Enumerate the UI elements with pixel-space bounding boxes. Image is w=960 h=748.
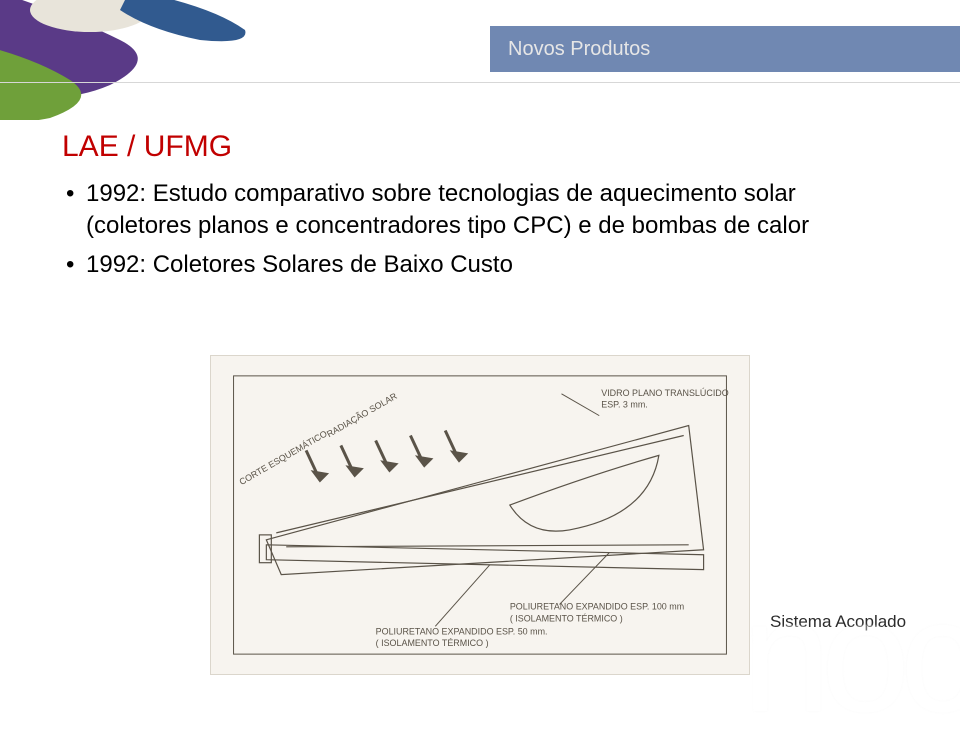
list-item: 1992: Coletores Solares de Baixo Custo — [66, 249, 892, 281]
label-vidro: VIDRO PLANO TRANSLÚCIDO — [601, 388, 729, 398]
label-poli-bot: POLIURETANO EXPANDIDO ESP. 50 mm. — [376, 626, 548, 636]
header-label: Novos Produtos — [508, 38, 650, 61]
label-poli-bot-sub: ( ISOLAMENTO TÉRMICO ) — [376, 638, 489, 648]
label-radiacao: RADIAÇÃO SOLAR — [325, 391, 399, 440]
list-item: 1992: Estudo comparativo sobre tecnologi… — [66, 178, 892, 243]
divider — [0, 82, 960, 83]
label-vidro-esp: ESP. 3 mm. — [601, 400, 648, 410]
diagram-caption: Sistema Acoplado — [770, 612, 906, 632]
logo — [0, 0, 260, 120]
bullet-list: 1992: Estudo comparativo sobre tecnologi… — [66, 178, 892, 281]
header-bar: Novos Produtos — [490, 26, 960, 72]
label-poli-top-sub: ( ISOLAMENTO TÉRMICO ) — [510, 613, 623, 623]
label-corte: CORTE ESQUEMÁTICO — [238, 428, 329, 487]
label-poli-top: POLIURETANO EXPANDIDO ESP. 100 mm — [510, 601, 684, 611]
schematic-diagram: VIDRO PLANO TRANSLÚCIDO ESP. 3 mm. CORTE… — [210, 355, 750, 675]
content: LAE / UFMG 1992: Estudo comparativo sobr… — [62, 130, 892, 287]
page-title: LAE / UFMG — [62, 130, 892, 164]
watermark: noc — [742, 564, 960, 748]
